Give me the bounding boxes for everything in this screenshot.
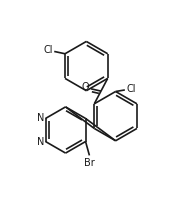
Text: Br: Br xyxy=(84,158,95,168)
Text: N: N xyxy=(37,113,45,123)
Text: N: N xyxy=(37,136,45,146)
Text: Cl: Cl xyxy=(43,45,53,55)
Text: Cl: Cl xyxy=(126,84,136,94)
Text: O: O xyxy=(82,82,89,92)
